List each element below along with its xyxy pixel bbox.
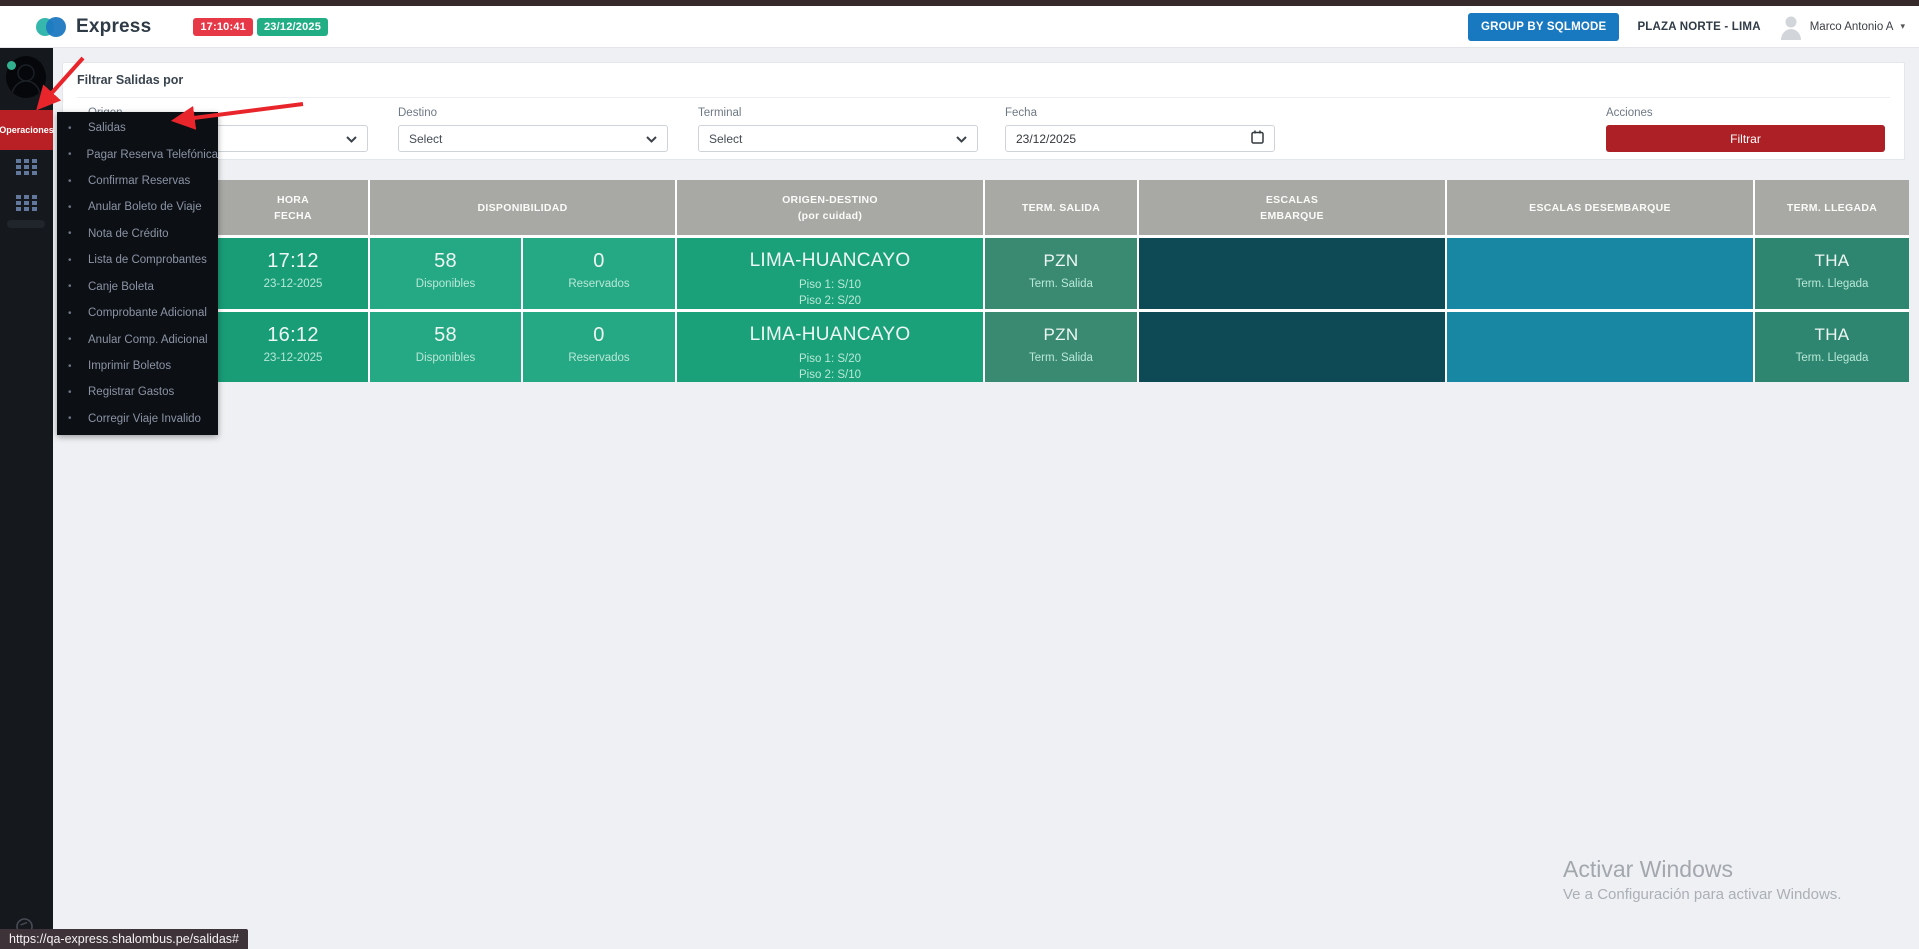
browser-top-strip — [0, 0, 1919, 6]
date-badge: 23/12/2025 — [256, 17, 329, 36]
row2-disponibles-cell[interactable]: 58 Disponibles — [370, 312, 521, 382]
bullet-icon: • — [68, 307, 72, 319]
row1-disponibles-cell[interactable]: 58 Disponibles — [370, 238, 521, 309]
menu-item-nota-de-credito[interactable]: • Nota de Crédito — [68, 227, 169, 240]
terminal-select[interactable]: Select — [698, 125, 978, 152]
destino-label: Destino — [398, 107, 437, 119]
user-menu[interactable]: Marco Antonio A ▾ — [1779, 14, 1905, 40]
sidebar-grid-icon-2[interactable] — [16, 195, 38, 212]
sidebar: Operaciones — [0, 48, 54, 949]
row1-escalas-desembarque-cell[interactable] — [1447, 238, 1753, 309]
sidebar-item-label: Operaciones — [0, 125, 54, 135]
online-status-dot — [7, 61, 16, 70]
row1-hora-fecha-cell[interactable]: 17:12 23-12-2025 — [218, 238, 368, 309]
bullet-icon: • — [68, 281, 72, 293]
menu-item-pagar-reserva-telefonica[interactable]: • Pagar Reserva Telefónica — [68, 148, 218, 161]
sidebar-grid-icon-1[interactable] — [16, 159, 38, 176]
column-header-hora-fecha: HORA FECHA — [218, 180, 368, 235]
sidebar-item-operaciones[interactable]: Operaciones — [0, 110, 54, 150]
menu-item-registrar-gastos[interactable]: • Registrar Gastos — [68, 386, 175, 399]
row1-term-llegada-cell[interactable]: THA Term. Llegada — [1755, 238, 1909, 309]
acciones-label: Acciones — [1606, 107, 1653, 119]
row1-reservados-cell[interactable]: 0 Reservados — [523, 238, 675, 309]
column-header-term-salida: TERM. SALIDA — [985, 180, 1137, 235]
bullet-icon: • — [68, 201, 72, 213]
sidebar-avatar[interactable] — [6, 56, 46, 98]
column-header-term-llegada: TERM. LLEGADA — [1755, 180, 1909, 235]
header-right: GROUP BY SQLMODE PLAZA NORTE - LIMA Marc… — [1467, 12, 1919, 41]
brand-name: Express — [76, 15, 152, 37]
column-header-escalas-desembarque: ESCALAS DESEMBARQUE — [1447, 180, 1753, 235]
chevron-down-icon — [956, 132, 967, 146]
filter-panel-title: Filtrar Salidas por — [77, 71, 1890, 98]
row2-escalas-desembarque-cell[interactable] — [1447, 312, 1753, 382]
brand-logo-icon — [36, 16, 66, 38]
row2-term-llegada-cell[interactable]: THA Term. Llegada — [1755, 312, 1909, 382]
calendar-icon[interactable] — [1251, 130, 1264, 147]
menu-item-anular-boleto-de-viaje[interactable]: • Anular Boleto de Viaje — [68, 201, 202, 214]
row1-term-salida-cell[interactable]: PZN Term. Salida — [985, 238, 1137, 309]
bullet-icon: • — [68, 122, 72, 134]
row1-origen-destino-cell[interactable]: LIMA-HUANCAYO Piso 1: S/10 Piso 2: S/20 — [677, 238, 983, 309]
column-header-escalas-embarque: ESCALAS EMBARQUE — [1139, 180, 1445, 235]
menu-item-imprimir-boletos[interactable]: • Imprimir Boletos — [68, 360, 172, 372]
row2-term-salida-cell[interactable]: PZN Term. Salida — [985, 312, 1137, 382]
watermark-title: Activar Windows — [1563, 856, 1733, 882]
bullet-icon: • — [68, 386, 72, 398]
chevron-down-icon — [346, 132, 357, 146]
brand-group: Express — [0, 16, 151, 38]
chevron-down-icon: ▾ — [1900, 21, 1905, 31]
sidebar-placeholder-bar — [7, 220, 45, 228]
filtrar-button[interactable]: Filtrar — [1606, 125, 1885, 152]
menu-item-corregir-viaje-invalido[interactable]: • Corregir Viaje Invalido — [68, 412, 201, 425]
bullet-icon: • — [68, 254, 72, 266]
bullet-icon: • — [68, 228, 72, 240]
bullet-icon: • — [68, 149, 72, 161]
bullet-icon: • — [68, 175, 72, 187]
chevron-down-icon — [646, 132, 657, 146]
salidas-table: HORA FECHA DISPONIBILIDAD ORIGEN-DESTINO(… — [218, 180, 1909, 382]
menu-item-salidas[interactable]: • Salidas — [68, 122, 126, 135]
menu-item-lista-de-comprobantes[interactable]: • Lista de Comprobantes — [68, 254, 207, 267]
menu-item-confirmar-reservas[interactable]: • Confirmar Reservas — [68, 175, 191, 188]
fecha-label: Fecha — [1005, 107, 1037, 119]
row1-escalas-embarque-cell[interactable] — [1139, 238, 1445, 309]
windows-activation-watermark: Activar Windows Ve a Configuración para … — [1563, 856, 1841, 903]
group-by-sqlmode-button[interactable]: GROUP BY SQLMODE — [1467, 12, 1620, 41]
header-badges: 17:10:41 23/12/2025 — [193, 17, 329, 36]
row2-reservados-cell[interactable]: 0 Reservados — [523, 312, 675, 382]
column-header-origen-destino: ORIGEN-DESTINO (por cuidad) — [677, 180, 983, 235]
menu-item-comprobante-adicional[interactable]: • Comprobante Adicional — [68, 307, 207, 320]
terminal-label: Terminal — [698, 107, 742, 119]
location-label: PLAZA NORTE - LIMA — [1637, 20, 1761, 33]
fecha-date-input[interactable]: 23/12/2025 — [1005, 125, 1275, 152]
destino-select[interactable]: Select — [398, 125, 668, 152]
bullet-icon: • — [68, 360, 72, 372]
row2-escalas-embarque-cell[interactable] — [1139, 312, 1445, 382]
time-badge: 17:10:41 — [193, 17, 253, 36]
watermark-subtitle: Ve a Configuración para activar Windows. — [1563, 886, 1842, 903]
row2-origen-destino-cell[interactable]: LIMA-HUANCAYO Piso 1: S/20 Piso 2: S/10 — [677, 312, 983, 382]
bullet-icon: • — [68, 413, 72, 425]
menu-item-anular-comp-adicional[interactable]: • Anular Comp. Adicional — [68, 333, 208, 346]
row2-hora-fecha-cell[interactable]: 16:12 23-12-2025 — [218, 312, 368, 382]
link-status-tooltip: https://qa-express.shalombus.pe/salidas# — [0, 929, 248, 949]
operaciones-menu: • Salidas • Pagar Reserva Telefónica • C… — [57, 112, 218, 435]
app-header: Express 17:10:41 23/12/2025 GROUP BY SQL… — [0, 6, 1919, 48]
column-header-disponibilidad: DISPONIBILIDAD — [370, 180, 675, 235]
user-avatar-icon — [1780, 16, 1801, 40]
menu-item-canje-boleta[interactable]: • Canje Boleta — [68, 280, 154, 293]
user-name: Marco Antonio A — [1809, 20, 1894, 33]
filter-panel: Filtrar Salidas por Origen Select Destin… — [62, 62, 1905, 160]
bullet-icon: • — [68, 334, 72, 346]
